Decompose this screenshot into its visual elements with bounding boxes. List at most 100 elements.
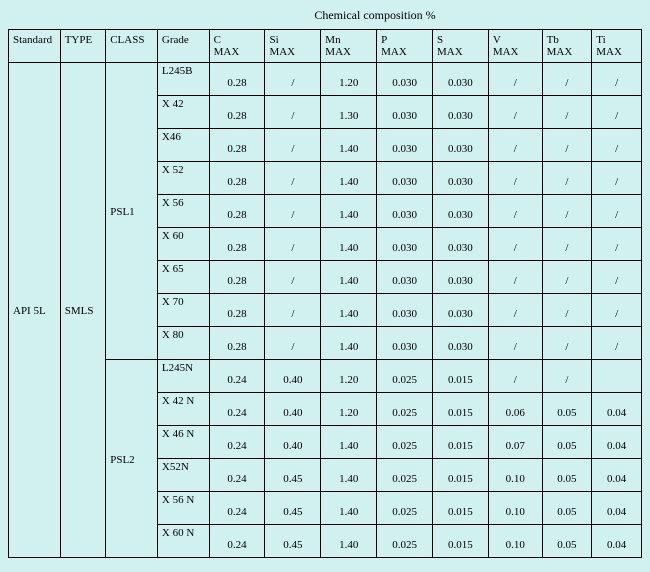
value-cell-tb: 0.05 (542, 525, 592, 558)
value-cell-p: 0.025 (377, 360, 433, 393)
col-header-grade: Grade (157, 30, 209, 63)
grade-cell: X 80 (157, 327, 209, 360)
value-cell-v: / (488, 129, 542, 162)
value-cell-p: 0.025 (377, 492, 433, 525)
value-cell-si: / (265, 129, 321, 162)
value-cell-c: 0.28 (209, 162, 265, 195)
col-header-s: SMAX (432, 30, 488, 63)
value-cell-tb: 0.05 (542, 459, 592, 492)
value-cell-c: 0.28 (209, 195, 265, 228)
value-cell-ti: / (592, 162, 642, 195)
grade-cell: X 60 N (157, 525, 209, 558)
value-cell-v: / (488, 228, 542, 261)
grade-cell: X52N (157, 459, 209, 492)
value-cell-si: / (265, 327, 321, 360)
value-cell-ti: 0.04 (592, 393, 642, 426)
value-cell-p: 0.025 (377, 459, 433, 492)
value-cell-si: 0.45 (265, 492, 321, 525)
col-header-p: PMAX (377, 30, 433, 63)
value-cell-v: / (488, 294, 542, 327)
col-header-mn: MnMAX (321, 30, 377, 63)
value-cell-si: / (265, 294, 321, 327)
value-cell-tb: / (542, 228, 592, 261)
value-cell-p: 0.030 (377, 327, 433, 360)
col-header-standard: Standard (9, 30, 61, 63)
value-cell-si: 0.45 (265, 459, 321, 492)
value-cell-v: / (488, 162, 542, 195)
value-cell-mn: 1.40 (321, 195, 377, 228)
value-cell-ti (592, 360, 642, 393)
value-cell-v: / (488, 96, 542, 129)
value-cell-tb: 0.05 (542, 492, 592, 525)
value-cell-mn: 1.30 (321, 96, 377, 129)
composition-table: Standard TYPE CLASS Grade CMAX SiMAX MnM… (8, 29, 642, 558)
value-cell-tb: / (542, 327, 592, 360)
value-cell-tb: 0.05 (542, 426, 592, 459)
value-cell-v: 0.10 (488, 525, 542, 558)
value-cell-tb: / (542, 360, 592, 393)
value-cell-c: 0.24 (209, 525, 265, 558)
grade-cell: X 42 N (157, 393, 209, 426)
value-cell-c: 0.24 (209, 426, 265, 459)
value-cell-s: 0.030 (432, 129, 488, 162)
page-title: Chemical composition % (8, 8, 642, 23)
value-cell-s: 0.030 (432, 96, 488, 129)
col-header-tb: TbMAX (542, 30, 592, 63)
value-cell-mn: 1.20 (321, 63, 377, 96)
value-cell-v: / (488, 261, 542, 294)
value-cell-si: / (265, 261, 321, 294)
value-cell-tb: / (542, 129, 592, 162)
grade-cell: L245N (157, 360, 209, 393)
value-cell-ti: / (592, 96, 642, 129)
standard-cell: API 5L (9, 63, 61, 558)
value-cell-c: 0.24 (209, 459, 265, 492)
table-header: Standard TYPE CLASS Grade CMAX SiMAX MnM… (9, 30, 642, 63)
value-cell-s: 0.030 (432, 162, 488, 195)
value-cell-mn: 1.40 (321, 294, 377, 327)
value-cell-c: 0.24 (209, 492, 265, 525)
value-cell-mn: 1.40 (321, 327, 377, 360)
value-cell-s: 0.030 (432, 327, 488, 360)
value-cell-tb: / (542, 261, 592, 294)
value-cell-tb: / (542, 294, 592, 327)
value-cell-v: 0.10 (488, 492, 542, 525)
value-cell-s: 0.030 (432, 261, 488, 294)
value-cell-c: 0.28 (209, 228, 265, 261)
value-cell-v: 0.10 (488, 459, 542, 492)
value-cell-v: 0.07 (488, 426, 542, 459)
value-cell-tb: / (542, 96, 592, 129)
value-cell-ti: / (592, 327, 642, 360)
value-cell-v: / (488, 327, 542, 360)
value-cell-p: 0.030 (377, 228, 433, 261)
value-cell-ti: 0.04 (592, 459, 642, 492)
value-cell-si: 0.40 (265, 360, 321, 393)
value-cell-s: 0.015 (432, 393, 488, 426)
class-cell: PSL2 (106, 360, 158, 558)
value-cell-ti: 0.04 (592, 426, 642, 459)
value-cell-s: 0.015 (432, 492, 488, 525)
value-cell-si: 0.40 (265, 393, 321, 426)
value-cell-ti: / (592, 129, 642, 162)
value-cell-tb: / (542, 63, 592, 96)
value-cell-tb: / (542, 162, 592, 195)
grade-cell: X 56 (157, 195, 209, 228)
col-header-v: VMAX (488, 30, 542, 63)
value-cell-ti: / (592, 294, 642, 327)
value-cell-si: / (265, 228, 321, 261)
value-cell-p: 0.030 (377, 294, 433, 327)
value-cell-si: / (265, 63, 321, 96)
value-cell-tb: 0.05 (542, 393, 592, 426)
value-cell-c: 0.28 (209, 294, 265, 327)
value-cell-p: 0.025 (377, 525, 433, 558)
value-cell-si: / (265, 195, 321, 228)
value-cell-mn: 1.40 (321, 426, 377, 459)
value-cell-tb: / (542, 195, 592, 228)
col-header-si: SiMAX (265, 30, 321, 63)
type-cell: SMLS (60, 63, 106, 558)
value-cell-mn: 1.40 (321, 162, 377, 195)
value-cell-s: 0.030 (432, 228, 488, 261)
value-cell-mn: 1.20 (321, 393, 377, 426)
grade-cell: X46 (157, 129, 209, 162)
value-cell-v: / (488, 63, 542, 96)
grade-cell: X 42 (157, 96, 209, 129)
